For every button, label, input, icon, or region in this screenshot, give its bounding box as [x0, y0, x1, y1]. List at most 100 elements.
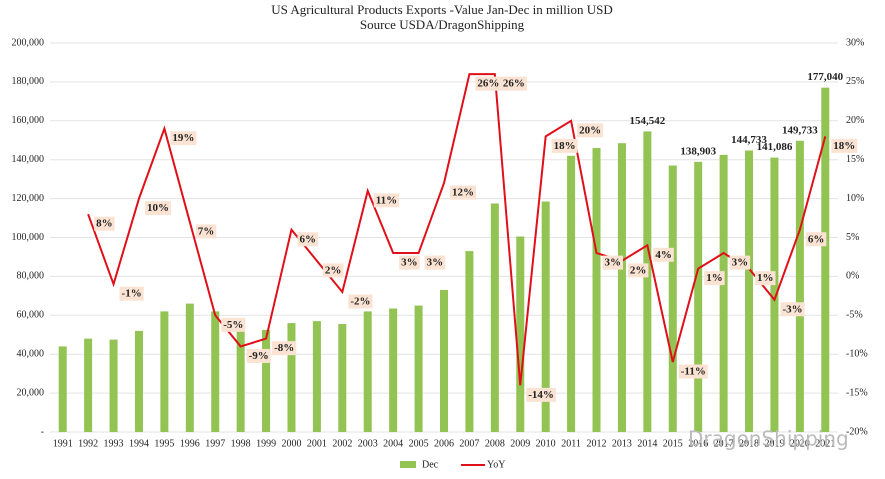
bar-value-label: 154,542: [629, 115, 665, 127]
y-tick-label: 60,000: [17, 310, 45, 321]
bar: [567, 155, 576, 432]
bar: [211, 311, 220, 432]
x-tick-label: 2013: [612, 438, 632, 449]
bar: [490, 203, 499, 432]
data-label-group: 3%: [729, 255, 751, 270]
data-label-bg: [373, 193, 400, 208]
data-label-bg: [653, 247, 674, 262]
x-tick-label: 1993: [104, 438, 124, 449]
y-tick-label: 180,000: [12, 76, 45, 87]
legend-swatch: [400, 461, 416, 468]
bar: [516, 236, 525, 432]
y2-tick-label: 10%: [846, 193, 864, 204]
data-label-group: -3%: [780, 302, 805, 317]
bar: [719, 154, 728, 432]
data-label: 19%: [172, 132, 194, 144]
bar: [465, 251, 474, 432]
x-tick-label: 2003: [358, 438, 378, 449]
x-tick-label: 2019: [764, 438, 784, 449]
x-tick-label: 1997: [205, 438, 225, 449]
data-label: 1%: [706, 272, 723, 284]
bar-value-label: 141,086: [757, 141, 793, 153]
data-label-bg: [526, 387, 556, 402]
data-label-group: 2%: [627, 263, 649, 278]
y2-tick-label: -10%: [846, 348, 868, 359]
bar: [440, 290, 448, 432]
data-label: -8%: [274, 342, 294, 354]
y-tick-label: 160,000: [12, 115, 45, 126]
x-tick-label: 2001: [307, 438, 327, 449]
data-label: 6%: [808, 233, 825, 245]
data-label-bg: [272, 341, 297, 356]
data-label: 6%: [299, 233, 316, 245]
data-label-group: 10%: [144, 201, 171, 216]
data-label-group: -1%: [119, 286, 144, 301]
data-label-bg: [195, 224, 217, 239]
data-label-group: 20%: [577, 123, 604, 138]
data-label-bg: [424, 255, 446, 270]
data-label-bg: [246, 348, 271, 363]
data-label: -2%: [350, 295, 370, 307]
data-label-group: 19%: [170, 131, 197, 146]
x-tick-label: 2005: [409, 438, 429, 449]
data-label-group: 1%: [704, 271, 725, 286]
bar: [160, 311, 169, 432]
x-tick-label: 2014: [637, 438, 657, 449]
x-tick-label: 1999: [256, 438, 276, 449]
data-label: -9%: [249, 350, 269, 362]
data-label-bg: [678, 364, 708, 379]
data-label: 18%: [554, 140, 576, 152]
data-label-bg: [602, 255, 624, 270]
legend-label: YoY: [487, 459, 505, 470]
data-label: 3%: [605, 257, 622, 269]
chart-subtitle: Source USDA/DragonShipping: [360, 17, 525, 32]
data-label: 3%: [427, 257, 444, 269]
data-label-bg: [322, 263, 344, 278]
x-tick-label: 1995: [154, 438, 174, 449]
data-label-bg: [780, 302, 805, 317]
data-label: -3%: [782, 303, 802, 315]
bar-value-label: 177,040: [807, 71, 843, 83]
bar: [745, 150, 754, 432]
y2-tick-label: -15%: [846, 387, 868, 398]
bar: [287, 323, 296, 432]
bar: [389, 308, 398, 432]
x-tick-label: 2010: [536, 438, 556, 449]
x-tick-label: 1998: [231, 438, 251, 449]
data-label: -11%: [681, 366, 706, 378]
y2-tick-label: 20%: [846, 115, 864, 126]
data-label: 3%: [732, 257, 749, 269]
y2-tick-label: 5%: [846, 232, 859, 243]
bar: [185, 303, 194, 432]
data-label-bg: [475, 76, 502, 91]
data-label-group: -8%: [272, 341, 297, 356]
data-label-bg: [170, 131, 197, 146]
y2-tick-label: 15%: [846, 154, 864, 165]
y-tick-label: -: [41, 426, 44, 437]
bar-value-label: 144,733: [731, 134, 767, 146]
x-tick-label: 2007: [459, 438, 479, 449]
bar: [617, 143, 626, 433]
x-tick-label: 2006: [434, 438, 454, 449]
data-label-group: 2%: [322, 263, 344, 278]
bar: [668, 165, 677, 432]
x-tick-label: 1991: [53, 438, 73, 449]
chart-title: US Agricultural Products Exports -Value …: [271, 2, 613, 17]
bar: [262, 329, 271, 432]
data-label-group: -5%: [221, 317, 246, 332]
y-tick-label: 80,000: [17, 271, 45, 282]
data-label-bg: [348, 294, 373, 309]
x-tick-label: 2016: [688, 438, 708, 449]
x-tick-label: 1996: [180, 438, 200, 449]
data-label: 8%: [96, 218, 113, 230]
bar: [694, 161, 703, 432]
x-tick-label: 2021: [815, 438, 835, 449]
data-label-bg: [450, 185, 476, 200]
y-tick-label: 20,000: [17, 387, 45, 398]
y-tick-label: 100,000: [12, 232, 45, 243]
x-tick-label: 2015: [663, 438, 683, 449]
x-tick-label: 2009: [510, 438, 530, 449]
legend-label: Dec: [422, 459, 439, 470]
data-label-group: 18%: [831, 138, 858, 153]
watermark: DragonShipping: [688, 427, 849, 451]
